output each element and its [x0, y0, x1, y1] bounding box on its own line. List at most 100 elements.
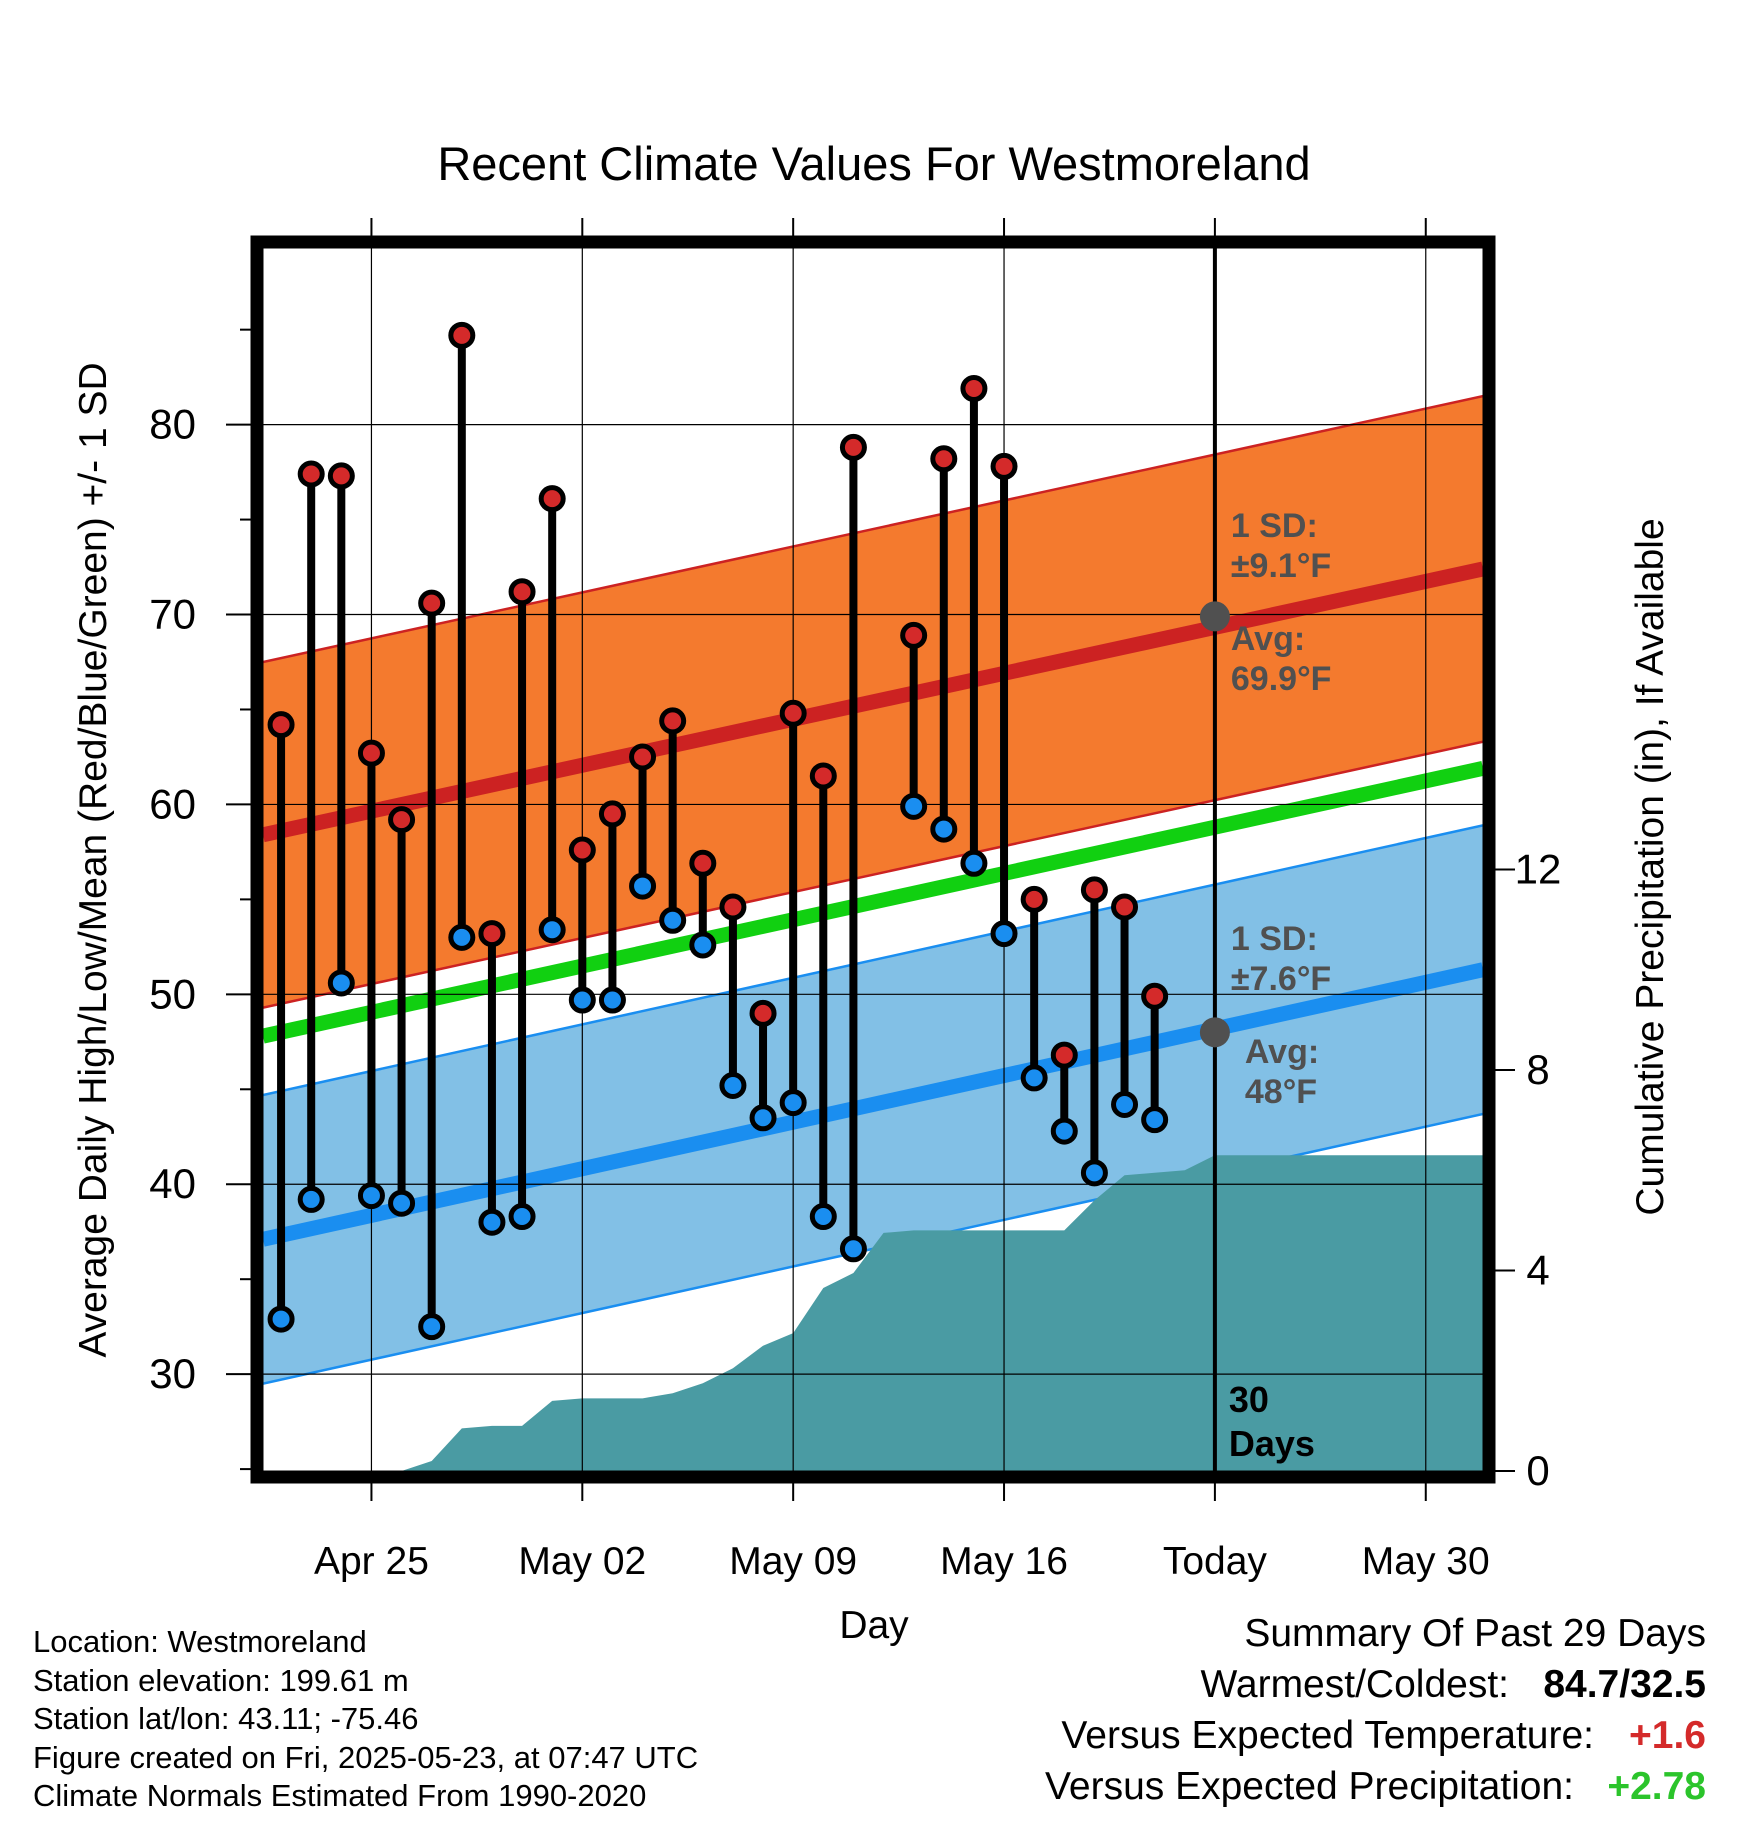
y2-tick-label-3: 12: [1515, 846, 1562, 893]
daily-high-point-13: [659, 707, 687, 735]
daily-low-point-23: [960, 849, 988, 877]
created-text: Figure created on Fri, 2025-05-23, at 07…: [33, 1739, 699, 1775]
daily-low-point-0: [267, 1305, 295, 1333]
daily-low-point-29: [1141, 1106, 1169, 1134]
daily-low-point-1: [297, 1185, 325, 1213]
warm-cold-value: 84.7/32.5: [1543, 1663, 1706, 1706]
daily-low-point-2: [327, 969, 355, 997]
summary-temp-row: Versus Expected Temperature: +1.6: [1045, 1710, 1706, 1761]
temp-anomaly-label: Versus Expected Temperature:: [1061, 1714, 1594, 1757]
daily-high-point-3: [357, 739, 385, 767]
high-normal-line: [263, 561, 1483, 843]
daily-low-point-28: [1111, 1090, 1139, 1118]
daily-high-point-22: [930, 445, 958, 473]
location-text: Location: Westmoreland: [33, 1624, 367, 1659]
daily-low-point-8: [508, 1203, 536, 1231]
daily-high-point-5: [418, 589, 446, 617]
daily-high-point-18: [809, 762, 837, 790]
summary-precip-row: Versus Expected Precipitation: +2.78: [1045, 1761, 1706, 1812]
warm-cold-label: Warmest/Coldest:: [1200, 1663, 1509, 1706]
y2-axis-label: Cumulative Precipitation (in), If Availa…: [1629, 518, 1672, 1215]
y2-tick-label-0: 0: [1526, 1447, 1549, 1494]
precip-anomaly-value: +2.78: [1607, 1765, 1706, 1808]
low-avg-value: 48°F: [1245, 1073, 1317, 1111]
summary-title: Summary Of Past 29 Days: [1244, 1612, 1706, 1655]
today-low-avg-marker: [1199, 1017, 1230, 1048]
daily-high-point-11: [598, 800, 626, 828]
daily-high-point-16: [749, 999, 777, 1027]
daily-low-point-19: [839, 1235, 867, 1263]
daily-low-point-25: [1020, 1064, 1048, 1092]
daily-low-point-5: [418, 1313, 446, 1341]
daily-low-point-24: [990, 920, 1018, 948]
x-tick-label-2: May 09: [729, 1540, 857, 1583]
high-lower-sd-line: [263, 740, 1483, 1009]
daily-low-point-21: [900, 792, 928, 820]
precip-area: [281, 1155, 1483, 1471]
daily-high-point-26: [1050, 1041, 1078, 1069]
chart-title: Recent Climate Values For Westmoreland: [437, 137, 1310, 190]
y2-tick-label-2: 8: [1526, 1046, 1549, 1093]
window-label-unit: Days: [1229, 1423, 1315, 1464]
daily-high-point-19: [839, 433, 867, 461]
daily-low-point-26: [1050, 1117, 1078, 1145]
daily-high-point-24: [990, 452, 1018, 480]
daily-high-point-2: [327, 462, 355, 490]
daily-low-point-13: [659, 906, 687, 934]
daily-high-point-6: [448, 321, 476, 349]
plot-frame: [250, 235, 1496, 1484]
daily-high-point-1: [297, 460, 325, 488]
y-tick-label-5: 80: [149, 401, 196, 448]
temp-anomaly-value: +1.6: [1629, 1714, 1706, 1757]
daily-low-point-16: [749, 1104, 777, 1132]
daily-high-point-12: [629, 743, 657, 771]
daily-high-point-29: [1141, 982, 1169, 1010]
daily-high-point-8: [508, 578, 536, 606]
daily-low-point-10: [568, 986, 596, 1014]
window-label-number: 30: [1229, 1379, 1269, 1420]
low-avg-label: Avg:: [1245, 1033, 1319, 1071]
high-avg-label: Avg:: [1231, 620, 1305, 658]
y-tick-label-2: 50: [149, 970, 196, 1017]
daily-low-point-12: [629, 872, 657, 900]
daily-high-point-21: [900, 621, 928, 649]
daily-low-point-7: [478, 1208, 506, 1236]
plot-area: [263, 248, 1483, 1471]
x-tick-label-4: Today: [1163, 1540, 1268, 1583]
daily-high-point-28: [1111, 893, 1139, 921]
mean-normal-line: [263, 761, 1483, 1044]
low-sd-label: 1 SD:: [1231, 920, 1318, 958]
daily-low-point-15: [719, 1071, 747, 1099]
daily-low-point-9: [538, 916, 566, 944]
daily-high-point-25: [1020, 885, 1048, 913]
high-sd-value: ±9.1°F: [1231, 547, 1331, 585]
y-tick-label-0: 30: [149, 1350, 196, 1397]
low-normal-line: [263, 962, 1483, 1247]
high-sd-label: 1 SD:: [1231, 507, 1318, 545]
daily-low-point-17: [779, 1089, 807, 1117]
x-axis-label: Day: [839, 1604, 909, 1647]
daily-low-point-27: [1080, 1159, 1108, 1187]
summary-warm-cold-row: Warmest/Coldest: 84.7/32.5: [1045, 1659, 1706, 1710]
daily-low-point-18: [809, 1203, 837, 1231]
daily-high-point-4: [388, 806, 416, 834]
y-tick-label-4: 70: [149, 591, 196, 638]
daily-low-point-4: [388, 1189, 416, 1217]
high-avg-value: 69.9°F: [1231, 660, 1332, 698]
daily-low-point-22: [930, 815, 958, 843]
high-upper-sd-line: [263, 394, 1483, 664]
x-tick-label-0: Apr 25: [314, 1540, 429, 1583]
daily-low-point-6: [448, 923, 476, 951]
daily-low-point-14: [689, 931, 717, 959]
daily-high-point-0: [267, 711, 295, 739]
daily-high-point-23: [960, 375, 988, 403]
low-upper-sd-line: [263, 824, 1483, 1097]
elevation-text: Station elevation: 199.61 m: [33, 1662, 409, 1698]
daily-high-point-17: [779, 699, 807, 727]
daily-low-point-3: [357, 1182, 385, 1210]
daily-high-point-15: [719, 893, 747, 921]
daily-high-point-14: [689, 849, 717, 877]
precip-anomaly-label: Versus Expected Precipitation:: [1045, 1765, 1574, 1808]
daily-low-point-11: [598, 986, 626, 1014]
